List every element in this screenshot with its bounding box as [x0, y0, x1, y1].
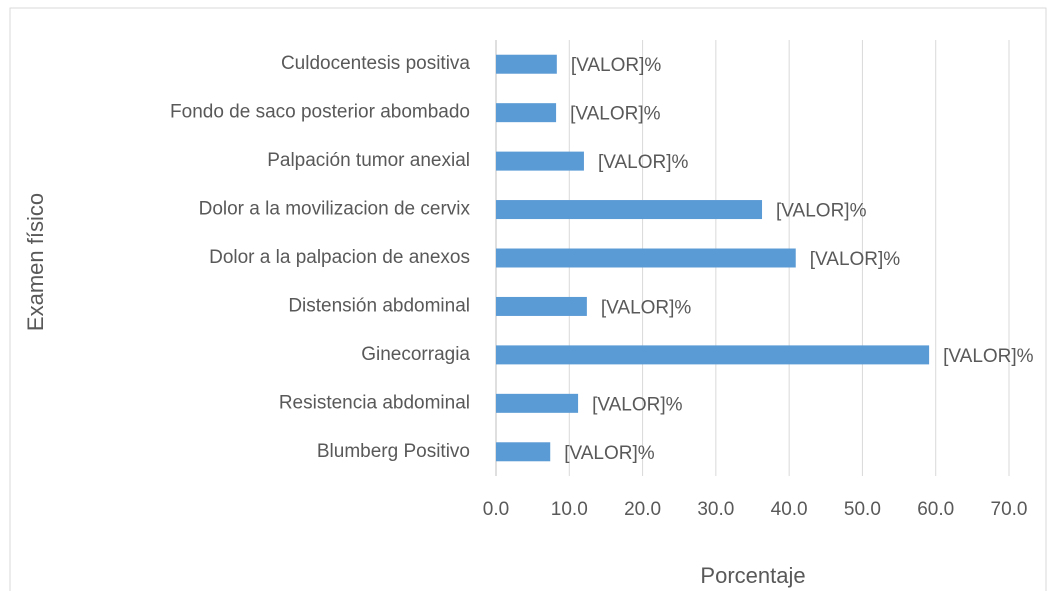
- chart-border: [9, 7, 1047, 591]
- x-tick-label: 60.0: [917, 499, 954, 520]
- x-axis-label: Porcentaje: [700, 563, 805, 588]
- y-tick-label: Culdocentesis positiva: [281, 53, 470, 74]
- y-tick-label: Dolor a la palpacion de anexos: [209, 247, 470, 268]
- y-tick-label: Ginecorragia: [361, 344, 470, 365]
- value-label: [VALOR]%: [570, 104, 661, 125]
- value-label: [VALOR]%: [592, 394, 683, 415]
- value-label: [VALOR]%: [571, 55, 662, 76]
- x-tick-label: 30.0: [697, 499, 734, 520]
- bar: [496, 151, 584, 171]
- value-label: [VALOR]%: [776, 201, 867, 222]
- x-tick-label: 10.0: [551, 499, 588, 520]
- y-tick-label: Palpación tumor anexial: [267, 150, 470, 171]
- x-tick-label: 40.0: [771, 499, 808, 520]
- value-label: [VALOR]%: [598, 152, 689, 173]
- x-tick-label: 0.0: [483, 499, 509, 520]
- y-tick-label: Resistencia abdominal: [279, 392, 470, 413]
- x-tick-label: 20.0: [624, 499, 661, 520]
- y-tick-label: Fondo de saco posterior abombado: [170, 102, 470, 123]
- value-label: [VALOR]%: [810, 249, 901, 270]
- value-label: [VALOR]%: [943, 346, 1034, 367]
- y-tick-label: Distensión abdominal: [288, 295, 470, 316]
- x-tick-label: 70.0: [991, 499, 1028, 520]
- y-axis-label: Examen físico: [23, 193, 48, 331]
- bar: [496, 393, 579, 413]
- bar: [496, 442, 551, 462]
- value-label: [VALOR]%: [564, 443, 655, 464]
- bar: [496, 248, 796, 268]
- bar: [496, 54, 557, 74]
- y-tick-label: Blumberg Positivo: [317, 441, 470, 462]
- bar: [496, 296, 587, 316]
- bar: [496, 103, 557, 123]
- x-tick-label: 50.0: [844, 499, 881, 520]
- bar: [496, 200, 763, 220]
- value-label: [VALOR]%: [601, 297, 692, 318]
- y-tick-label: Dolor a la movilizacion de cervix: [199, 199, 471, 220]
- bar: [496, 345, 930, 365]
